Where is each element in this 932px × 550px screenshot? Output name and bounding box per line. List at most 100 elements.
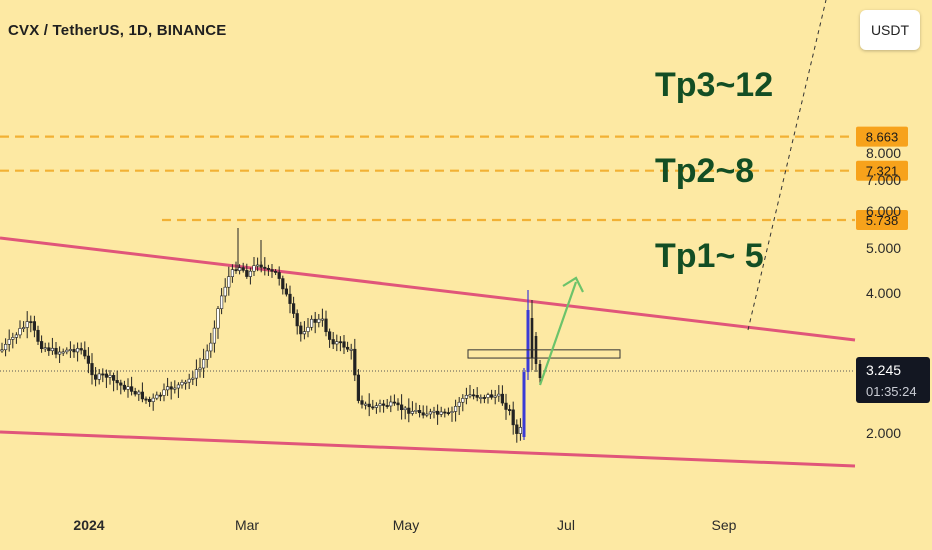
candle-body — [223, 286, 227, 297]
time-axis: 2024 Mar May Jul Sep — [73, 517, 736, 533]
candle-body — [101, 373, 105, 376]
candle-body — [202, 359, 206, 369]
candle-body — [133, 391, 137, 395]
candle-body — [90, 363, 94, 376]
consolidation-box — [467, 349, 621, 359]
candle-body — [284, 288, 289, 295]
candle-body — [4, 344, 8, 351]
candle-body — [446, 412, 451, 415]
candle-body — [335, 341, 339, 345]
target-label: Tp2~8 — [655, 152, 754, 190]
candle-body — [468, 394, 472, 397]
candle-body — [130, 386, 134, 392]
candle-body — [43, 347, 47, 350]
candle-body — [500, 393, 505, 404]
target-price-label: 5.738 — [866, 213, 899, 228]
candle-body — [471, 394, 476, 397]
candle-body — [461, 398, 465, 403]
lower-trendline — [0, 430, 856, 468]
price-tick-label: 5.000 — [866, 240, 901, 256]
candle-body — [518, 427, 522, 434]
candle-body — [14, 334, 18, 338]
candle-body — [410, 411, 415, 414]
candle-body — [511, 409, 515, 426]
candle-body — [453, 406, 458, 412]
candle-body — [29, 321, 33, 324]
candle-body — [191, 377, 195, 380]
candle-body — [176, 384, 181, 389]
price-axis: 8.000 7.000 6.000 5.000 4.000 2.000 3.245 01:35… — [856, 145, 930, 441]
annotations-group — [467, 276, 621, 386]
candle-body — [414, 410, 418, 412]
candle-body — [227, 276, 231, 288]
candle-body — [151, 397, 155, 402]
candle-body — [396, 402, 400, 406]
target-price-label: 7.321 — [866, 164, 899, 179]
currency-selector-button[interactable]: USDT — [860, 10, 920, 50]
candle-body — [378, 403, 382, 406]
candle-body — [248, 270, 253, 277]
candle-body — [47, 347, 51, 352]
candle-body — [212, 327, 217, 344]
candle-body — [122, 384, 126, 390]
candles-group — [0, 228, 542, 443]
price-tick-label: 2.000 — [866, 425, 901, 441]
target-price-label: 8.663 — [866, 130, 899, 145]
candle-body — [327, 331, 332, 340]
candle-body — [230, 269, 235, 277]
candle-body — [76, 348, 80, 353]
candle-body — [399, 404, 404, 411]
candle-body — [97, 373, 101, 380]
projection-line — [747, 0, 827, 331]
candle-body — [126, 386, 130, 390]
spike-candle — [522, 372, 526, 437]
candle-body — [313, 318, 317, 323]
candle-body — [255, 264, 260, 267]
candle-body — [0, 349, 4, 352]
candle-body — [489, 394, 494, 398]
candle-body — [94, 374, 98, 380]
candle-body — [443, 411, 447, 414]
candle-body — [299, 325, 303, 335]
candle-body — [432, 410, 436, 413]
candle-body — [371, 406, 375, 409]
candle-body — [288, 293, 292, 304]
candle-body — [169, 386, 173, 390]
candle-body — [83, 349, 87, 357]
candle-body — [36, 329, 40, 342]
candle-body — [241, 267, 245, 271]
trendlines-group — [0, 0, 856, 468]
candle-body — [277, 272, 281, 279]
candle-body — [464, 395, 469, 399]
candle-body — [360, 400, 364, 405]
candle-body — [493, 395, 497, 398]
candle-body — [320, 318, 325, 321]
target-price-badge — [856, 209, 908, 230]
candle-body — [144, 398, 148, 401]
candle-body — [205, 350, 209, 360]
candle-body — [184, 381, 188, 384]
candle-body — [166, 386, 170, 391]
candle-body — [345, 346, 350, 350]
countdown-label: 01:35:24 — [866, 384, 917, 399]
candle-body — [104, 373, 108, 378]
candle-body — [530, 318, 534, 358]
candle-body — [21, 327, 26, 329]
candle-body — [7, 339, 11, 345]
candle-body — [338, 341, 343, 344]
candle-body — [291, 303, 296, 314]
candle-body — [302, 331, 307, 335]
candle-body — [216, 308, 220, 329]
candle-body — [25, 321, 29, 328]
candle-body — [112, 375, 116, 381]
candle-body — [173, 387, 177, 390]
current-price-badge — [856, 357, 930, 403]
candle-body — [57, 351, 62, 355]
target-label: Tp3~12 — [655, 66, 773, 104]
candle-body — [198, 367, 202, 370]
candle-body — [234, 269, 238, 272]
candle-body — [148, 398, 152, 402]
candle-body — [245, 270, 249, 277]
time-tick-label: May — [393, 517, 419, 533]
candle-body — [507, 409, 512, 411]
